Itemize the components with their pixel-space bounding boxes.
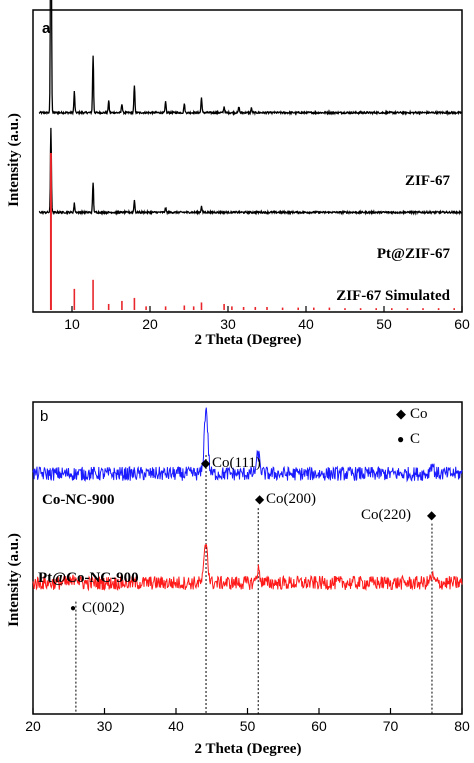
series-line-co-nc-900 (32, 407, 463, 483)
series-label-zif-67-simulated: ZIF-67 Simulated (336, 288, 450, 304)
series-line-zif-67 (38, 0, 463, 117)
x-tick-label: 60 (454, 316, 470, 332)
x-tick-label: 30 (97, 718, 113, 734)
legend-c-label: C (410, 431, 420, 447)
x-tick-label: 50 (376, 316, 392, 332)
panel-a: a 10 20 30 40 50 60 2 Theta (Degree) Intensit… (6, 0, 470, 348)
panel-b-label: b (40, 408, 48, 425)
series-label-zif-67: ZIF-67 (405, 173, 451, 189)
legend-co-label: Co (410, 406, 428, 422)
annotation-co220: Co(220) (361, 507, 411, 523)
x-tick-label: 10 (64, 316, 80, 332)
x-tick-label: 40 (298, 316, 314, 332)
panel-b-x-axis: 20 30 40 50 60 70 80 (25, 708, 470, 734)
legend-co-marker: ◆ (396, 406, 406, 421)
annotation-co200: Co(200) (266, 491, 316, 507)
annotation-co220-marker: ◆ (427, 508, 437, 522)
panel-a-plot-area (38, 0, 463, 310)
x-tick-label: 20 (142, 316, 158, 332)
panel-a-y-axis-title: Intensity (a.u.) (6, 113, 22, 207)
series-line-pt-zif-67 (38, 127, 463, 216)
x-tick-label: 50 (240, 718, 256, 734)
x-tick-label: 70 (383, 718, 399, 734)
series-label-pt-zif-67: Pt@ZIF-67 (377, 246, 451, 262)
x-tick-label: 80 (454, 718, 470, 734)
panel-b: b ◆ Co ● C 20 30 40 50 60 70 80 2 Theta (Degre… (6, 401, 470, 757)
x-tick-label: 30 (220, 316, 236, 332)
annotation-c002-marker: ● (70, 603, 76, 614)
annotation-co111-marker: ◆ (201, 456, 211, 470)
x-tick-label: 40 (168, 718, 184, 734)
x-tick-label: 60 (311, 718, 327, 734)
series-label-pt-co-nc-900: Pt@Co-NC-900 (38, 570, 139, 586)
panel-b-x-axis-title: 2 Theta (Degree) (195, 741, 302, 757)
panel-a-x-axis: 10 20 30 40 50 60 (64, 306, 470, 332)
x-tick-label: 20 (25, 718, 41, 734)
legend-c-marker: ● (397, 432, 404, 446)
panel-b-frame (32, 401, 463, 715)
annotation-c002: C(002) (82, 600, 125, 616)
panel-b-plot-area (32, 407, 463, 714)
panel-a-x-axis-title: 2 Theta (Degree) (195, 332, 302, 348)
annotation-co111: Co(111) (212, 455, 261, 471)
panel-b-y-axis-title: Intensity (a.u.) (6, 533, 22, 627)
series-line-pt-co-nc-900 (32, 543, 463, 592)
series-label-co-nc-900: Co-NC-900 (42, 492, 115, 508)
panel-a-label: a (42, 20, 51, 37)
panel-a-frame (32, 9, 463, 313)
annotation-co200-marker: ◆ (255, 492, 265, 506)
